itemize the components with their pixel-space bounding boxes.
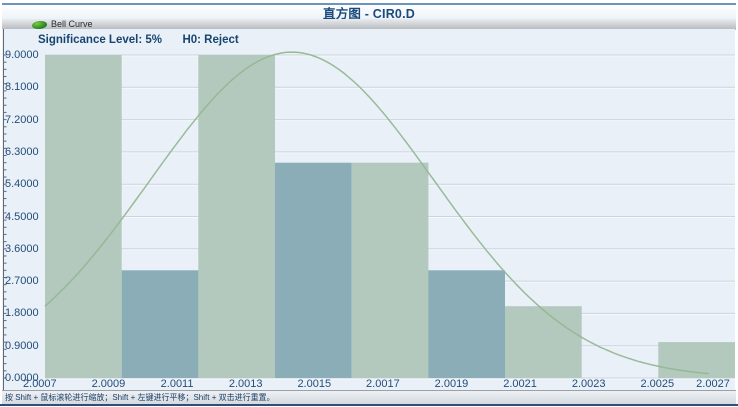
significance-level-text: Significance Level: 5%: [38, 34, 162, 46]
x-axis-tick-label: 2.0011: [160, 378, 194, 390]
title-bar: 直方图 - CIR0.D: [2, 5, 736, 21]
h0-result-text: H0: Reject: [182, 34, 239, 46]
x-axis-tick-label: 2.0009: [91, 378, 126, 390]
y-axis-tick-label: 9.0000: [5, 49, 39, 61]
x-axis-tick-label: 2.0019: [434, 378, 469, 390]
x-axis-tick-label: 2.0015: [297, 378, 332, 390]
legend-label: Bell Curve: [51, 19, 93, 29]
histogram-bar: [505, 306, 582, 378]
legend-item-bell-curve[interactable]: Bell Curve: [31, 19, 93, 30]
y-axis-tick-label: 6.3000: [5, 145, 39, 158]
x-axis-tick-label: 2.0021: [503, 378, 537, 390]
y-axis-tick-label: 0.9000: [5, 339, 39, 352]
histogram-bar: [45, 55, 122, 378]
histogram-bar: [351, 162, 429, 378]
status-bar: 按 Shift + 鼠标滚轮进行缩放；Shift + 左键进行平移；Shift …: [2, 390, 736, 404]
legend-strip: Bell Curve: [2, 19, 736, 30]
y-axis-tick-label: 7.2000: [5, 113, 39, 126]
bottom-border: [0, 404, 738, 406]
histogram-bar: [428, 270, 505, 378]
x-axis-tick-label: 2.0013: [228, 378, 263, 390]
y-axis-tick-label: 5.4000: [5, 178, 39, 191]
histogram-bar: [275, 162, 352, 378]
x-axis-tick-label: 2.0023: [571, 378, 606, 390]
x-axis-tick-label: 2.0017: [366, 378, 400, 390]
y-axis-tick-label: 3.6000: [5, 242, 39, 255]
chart-canvas[interactable]: Significance Level: 5% H0: Reject 9.0000…: [2, 29, 735, 390]
top-border: [2, 3, 736, 5]
page-title: 直方图 - CIR0.D: [323, 6, 415, 21]
interaction-hint-text: 按 Shift + 鼠标滚轮进行缩放；Shift + 左键进行平移；Shift …: [5, 393, 275, 402]
histogram-plot: [3, 29, 735, 390]
y-axis-tick-label: 1.8000: [5, 307, 39, 320]
histogram-bar: [121, 270, 199, 378]
y-axis-tick-label: 2.7000: [5, 275, 39, 288]
y-axis-tick-label: 0.0000: [5, 372, 39, 384]
x-axis-tick-label: 2.0027: [696, 378, 730, 390]
histogram-bar: [198, 55, 275, 378]
y-axis-tick-label: 4.5000: [5, 210, 39, 223]
y-axis-tick-label: 8.1000: [5, 81, 39, 94]
bell-curve-line: [44, 51, 709, 375]
x-axis-tick-label: 2.0007: [23, 378, 57, 390]
x-axis-tick-label: 2.0025: [640, 378, 675, 390]
bell-curve-legend-icon: [31, 19, 48, 30]
significance-line: Significance Level: 5% H0: Reject: [38, 30, 239, 48]
